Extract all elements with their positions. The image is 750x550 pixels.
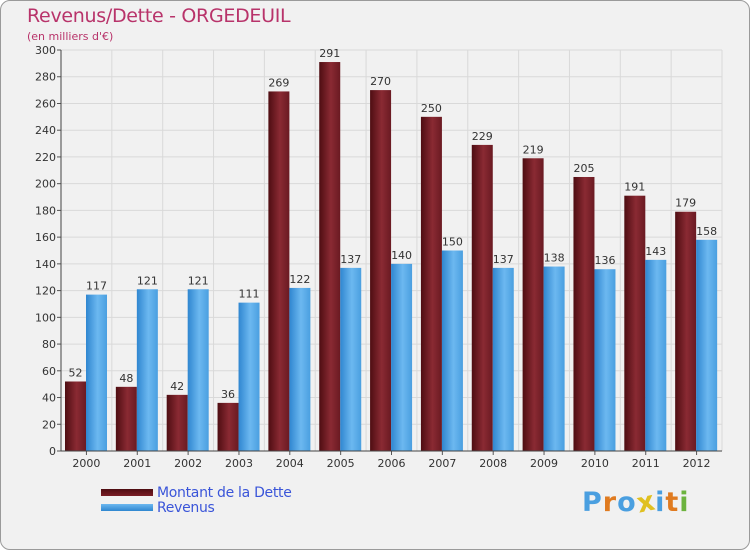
y-tick-label-220: 220 <box>35 151 56 164</box>
y-tick-label-200: 200 <box>35 178 56 191</box>
data-label-revenus-2004: 122 <box>289 273 310 286</box>
bar-revenus-2001 <box>136 289 158 451</box>
data-label-dette-2004: 269 <box>268 76 289 89</box>
y-tick-label-120: 120 <box>35 285 56 298</box>
data-label-revenus-2006: 140 <box>391 249 412 262</box>
bar-revenus-2008 <box>492 267 514 451</box>
legend-swatch-debt <box>101 489 153 496</box>
chart-subtitle: (en milliers d'€) <box>27 30 114 43</box>
bar-revenus-2012 <box>696 239 718 451</box>
data-label-dette-2006: 270 <box>370 75 391 88</box>
bar-dette-2008 <box>471 144 493 452</box>
x-tick-label-2006: 2006 <box>378 457 406 470</box>
data-label-revenus-2010: 136 <box>594 254 615 267</box>
bar-revenus-2005 <box>340 267 362 451</box>
y-tick-label-40: 40 <box>42 392 56 405</box>
data-label-dette-2011: 191 <box>624 181 645 194</box>
bar-revenus-2004 <box>289 287 311 451</box>
bar-revenus-2003 <box>238 302 260 451</box>
x-tick-label-2003: 2003 <box>225 457 253 470</box>
bar-dette-2000 <box>65 381 86 451</box>
bar-revenus-2000 <box>86 294 107 451</box>
chart-title: Revenus/Dette - ORGEDEUIL <box>27 5 291 27</box>
data-label-revenus-2001: 121 <box>137 274 158 287</box>
bar-revenus-2010 <box>594 269 616 451</box>
x-tick-label-2004: 2004 <box>276 457 304 470</box>
data-label-dette-2009: 219 <box>523 143 544 156</box>
logo-letter: t <box>665 487 680 518</box>
data-label-dette-2003: 36 <box>221 388 235 401</box>
data-label-revenus-2008: 137 <box>493 253 514 266</box>
logo-letter: r <box>602 487 618 518</box>
x-tick-label-2009: 2009 <box>530 457 558 470</box>
data-label-dette-2010: 205 <box>573 162 594 175</box>
data-label-revenus-2003: 111 <box>239 288 260 301</box>
y-tick-label-240: 240 <box>35 124 56 137</box>
y-tick-label-20: 20 <box>42 418 56 431</box>
x-tick-label-2002: 2002 <box>174 457 202 470</box>
logo-letter: i <box>679 487 690 518</box>
x-tick-label-2001: 2001 <box>123 457 151 470</box>
logo-letter: i <box>655 487 666 518</box>
proxiti-logo: Proxiti <box>582 485 690 519</box>
data-label-revenus-2009: 138 <box>544 252 565 265</box>
x-tick-label-2008: 2008 <box>479 457 507 470</box>
y-tick-label-160: 160 <box>35 231 56 244</box>
data-label-dette-2000: 52 <box>69 366 83 379</box>
x-tick-label-2007: 2007 <box>428 457 456 470</box>
bar-dette-2005 <box>319 62 341 451</box>
data-label-revenus-2011: 143 <box>645 245 666 258</box>
y-tick-label-60: 60 <box>42 365 56 378</box>
y-tick-label-180: 180 <box>35 204 56 217</box>
data-label-dette-2005: 291 <box>319 47 340 60</box>
bar-dette-2009 <box>522 158 544 451</box>
bar-dette-2002 <box>166 394 188 451</box>
legend-swatch-revenus <box>101 504 153 511</box>
bar-dette-2007 <box>420 116 442 451</box>
data-label-dette-2007: 250 <box>421 102 442 115</box>
bar-revenus-2006 <box>391 263 413 451</box>
bar-revenus-2009 <box>543 266 565 451</box>
logo-letter: o <box>617 487 637 518</box>
y-tick-label-280: 280 <box>35 71 56 84</box>
y-tick-label-100: 100 <box>35 311 56 324</box>
y-tick-label-140: 140 <box>35 258 56 271</box>
bar-revenus-2002 <box>187 289 209 451</box>
data-label-dette-2008: 229 <box>472 130 493 143</box>
bar-dette-2001 <box>115 386 137 451</box>
x-tick-label-2010: 2010 <box>581 457 609 470</box>
data-label-dette-2012: 179 <box>675 197 696 210</box>
legend-label-debt: Montant de la Dette <box>157 485 292 501</box>
data-label-revenus-2012: 158 <box>696 225 717 238</box>
y-tick-label-260: 260 <box>35 97 56 110</box>
y-tick-label-300: 300 <box>35 44 56 57</box>
bar-dette-2011 <box>624 195 646 451</box>
data-label-dette-2001: 48 <box>119 372 133 385</box>
legend-label-revenus: Revenus <box>157 500 215 516</box>
bar-dette-2003 <box>217 402 239 451</box>
bar-dette-2004 <box>268 91 290 451</box>
bar-dette-2006 <box>370 90 392 451</box>
x-tick-label-2005: 2005 <box>327 457 355 470</box>
y-tick-label-80: 80 <box>42 338 56 351</box>
x-tick-label-2000: 2000 <box>72 457 100 470</box>
bar-revenus-2007 <box>441 250 463 451</box>
x-tick-label-2012: 2012 <box>683 457 711 470</box>
data-label-dette-2002: 42 <box>170 380 184 393</box>
x-tick-label-2011: 2011 <box>632 457 660 470</box>
data-label-revenus-2000: 117 <box>86 280 107 293</box>
data-label-revenus-2002: 121 <box>188 274 209 287</box>
y-tick-label-0: 0 <box>49 445 56 458</box>
bar-dette-2012 <box>675 211 697 451</box>
bar-revenus-2011 <box>645 259 667 451</box>
logo-letter: P <box>582 487 603 518</box>
data-label-revenus-2005: 137 <box>340 253 361 266</box>
bar-dette-2010 <box>573 176 595 451</box>
data-label-revenus-2007: 150 <box>442 236 463 249</box>
